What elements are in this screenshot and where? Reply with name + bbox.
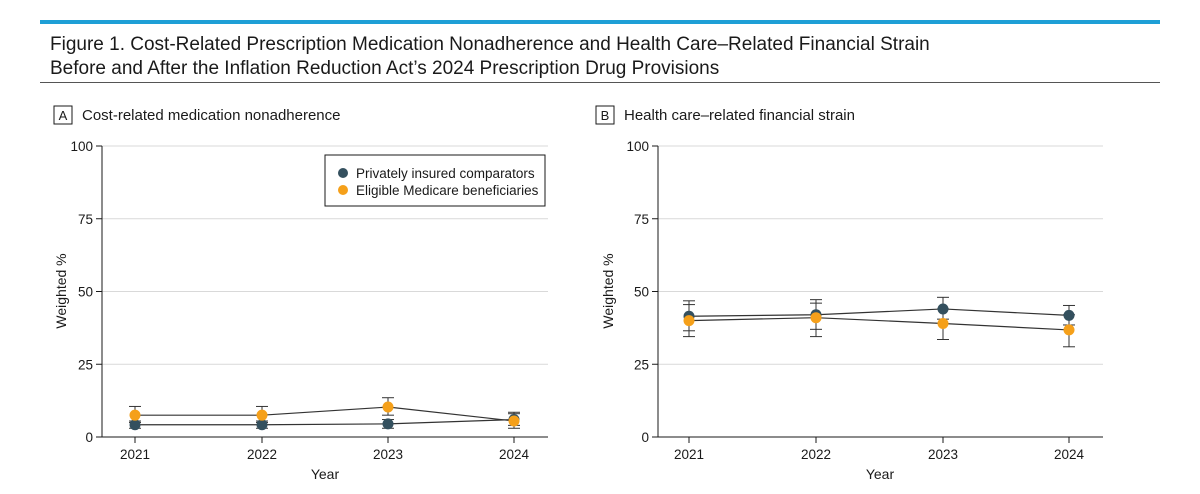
data-point-medicare: [508, 415, 520, 427]
panel-b-ylabel: Weighted %: [600, 253, 616, 328]
series-line-private: [135, 418, 515, 426]
panel-a: A Cost-related medication nonadherence W…: [53, 105, 548, 482]
panel-a-letter-box: [53, 105, 73, 125]
data-point-medicare: [129, 409, 141, 421]
data-point-private: [382, 418, 394, 430]
data-point-medicare: [937, 318, 949, 330]
panel-b-letter-box: [595, 105, 615, 125]
y-tick-label: 100: [626, 139, 649, 154]
panel-a-ylabel: Weighted %: [53, 253, 69, 328]
x-tick-label: 2023: [373, 447, 403, 462]
panel-b: B Health care–related financial strain W…: [595, 105, 1103, 482]
panel-b-title: Health care–related financial strain: [624, 107, 855, 124]
legend-box: [324, 154, 546, 207]
data-point-private: [1063, 309, 1075, 321]
y-tick-label: 100: [70, 139, 93, 154]
series-line-medicare: [135, 406, 515, 422]
x-tick-label: 2024: [1054, 447, 1085, 462]
figure-title: Figure 1. Cost-Related Prescription Medi…: [50, 33, 1150, 81]
panel-a-xlabel: Year: [311, 466, 340, 482]
legend: Privately insured comparators Eligible M…: [324, 154, 546, 207]
x-tick-label: 2024: [499, 447, 530, 462]
y-tick-label: 0: [641, 430, 649, 445]
panel-a-title: Cost-related medication nonadherence: [82, 107, 341, 124]
panel-b-letter: B: [601, 108, 610, 123]
legend-label-medicare: Eligible Medicare beneficiaries: [356, 183, 539, 198]
x-tick-label: 2021: [674, 447, 704, 462]
panel-b-xlabel: Year: [866, 466, 895, 482]
y-tick-label: 50: [78, 285, 93, 300]
y-tick-label: 25: [634, 357, 649, 372]
data-point-medicare: [256, 409, 268, 421]
y-tick-label: 0: [85, 430, 93, 445]
panel-b-plot: 0 25 50 75 100 2021 2022 2023 2024: [626, 139, 1103, 462]
data-point-medicare: [1063, 324, 1075, 336]
data-point-medicare: [382, 401, 394, 413]
figure-title-line-1: Figure 1. Cost-Related Prescription Medi…: [50, 34, 930, 55]
x-tick-label: 2022: [801, 447, 831, 462]
title-rule: [40, 82, 1160, 83]
y-tick-label: 25: [78, 357, 93, 372]
legend-marker-private: [338, 168, 348, 178]
panel-a-plot: 0 25 50 75 100 2021 2022 2023 2024: [70, 139, 548, 462]
y-tick-label: 50: [634, 285, 649, 300]
data-point-medicare: [683, 315, 695, 327]
panel-a-letter: A: [59, 108, 68, 123]
data-point-private: [937, 303, 949, 315]
x-tick-label: 2021: [120, 447, 150, 462]
data-point-medicare: [810, 312, 822, 324]
data-point-private: [256, 419, 268, 431]
x-tick-label: 2022: [247, 447, 277, 462]
legend-marker-medicare: [338, 185, 348, 195]
x-tick-label: 2023: [928, 447, 958, 462]
series-line-medicare: [688, 317, 1070, 331]
y-tick-label: 75: [634, 212, 649, 227]
legend-label-private: Privately insured comparators: [356, 166, 535, 181]
data-point-private: [129, 419, 141, 431]
figure-title-line-2: Before and After the Inflation Reduction…: [50, 58, 720, 79]
y-tick-label: 75: [78, 212, 93, 227]
accent-rule: [40, 20, 1160, 24]
series-line-private: [688, 308, 1070, 317]
